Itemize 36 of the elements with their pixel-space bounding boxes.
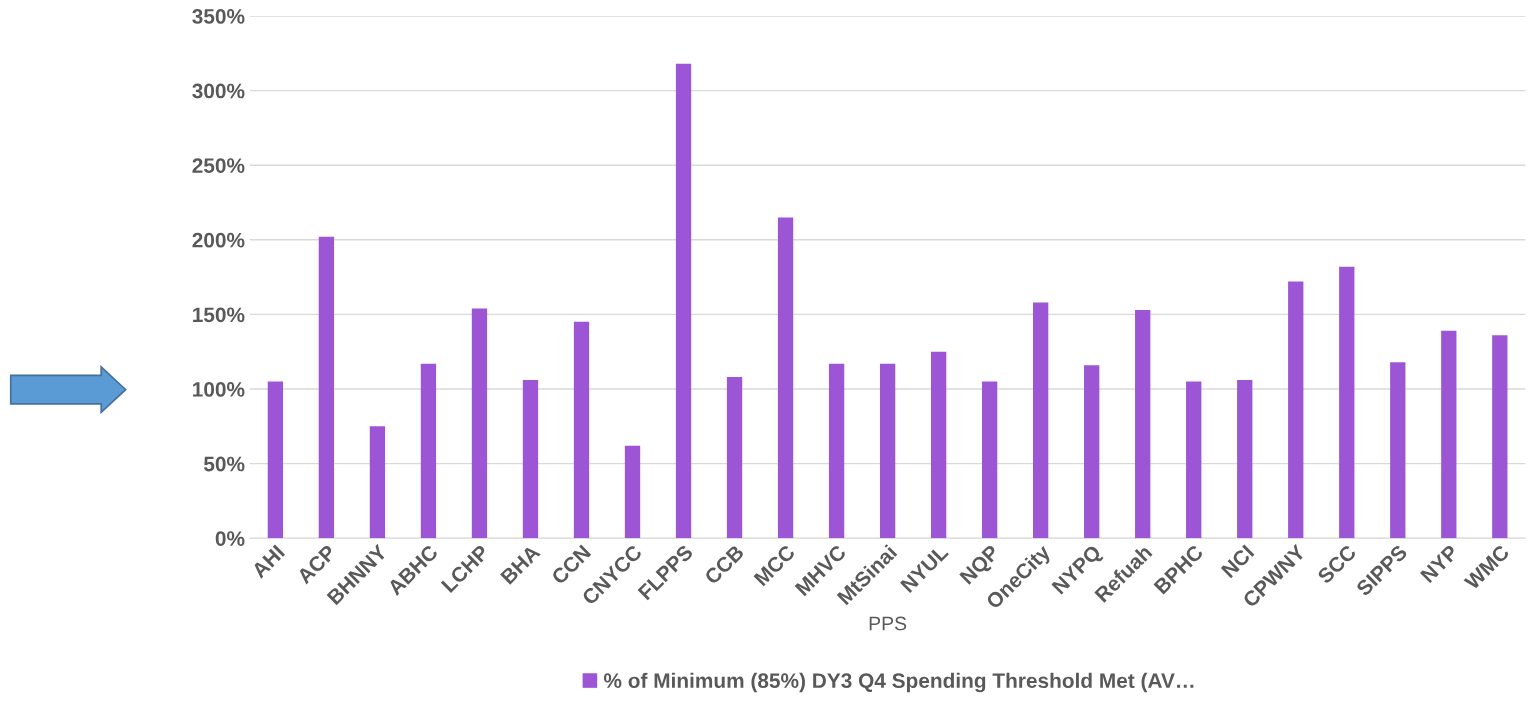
bar — [726, 377, 743, 539]
bar — [1390, 362, 1406, 539]
y-tick-label: 150% — [193, 307, 245, 323]
x-tick-label: AHI — [250, 544, 286, 579]
bar — [1492, 335, 1508, 539]
y-tick-label: 100% — [193, 382, 245, 397]
legend-label: % of Minimum (85%) DY3 Q4 Spending Threshold Met (AV… — [603, 672, 1194, 693]
x-axis-title: PPS — [869, 616, 907, 631]
bar — [318, 236, 335, 539]
y-tick-label: 50% — [203, 456, 245, 472]
bar — [1441, 330, 1457, 539]
y-tick-label: 0% — [215, 531, 245, 546]
bar — [267, 381, 284, 539]
bar — [675, 63, 692, 539]
bar — [777, 217, 794, 539]
bar — [369, 426, 386, 539]
bar — [420, 363, 437, 539]
bar — [1339, 266, 1355, 539]
bar — [573, 321, 590, 539]
bar — [1135, 309, 1151, 539]
bar — [624, 445, 641, 539]
bar — [471, 308, 488, 539]
y-tick-label: 300% — [192, 83, 245, 99]
bar — [1033, 302, 1049, 539]
bar — [930, 351, 947, 539]
bar — [1237, 380, 1253, 539]
bar — [522, 380, 539, 539]
bar — [879, 363, 896, 539]
bar — [1288, 281, 1304, 539]
y-tick-label: 250% — [192, 158, 245, 173]
bar — [981, 381, 998, 539]
bar — [1186, 381, 1202, 539]
bar — [1084, 365, 1100, 539]
y-tick-label: 350% — [192, 9, 245, 24]
bar — [828, 363, 845, 539]
y-tick-label: 200% — [192, 232, 245, 248]
